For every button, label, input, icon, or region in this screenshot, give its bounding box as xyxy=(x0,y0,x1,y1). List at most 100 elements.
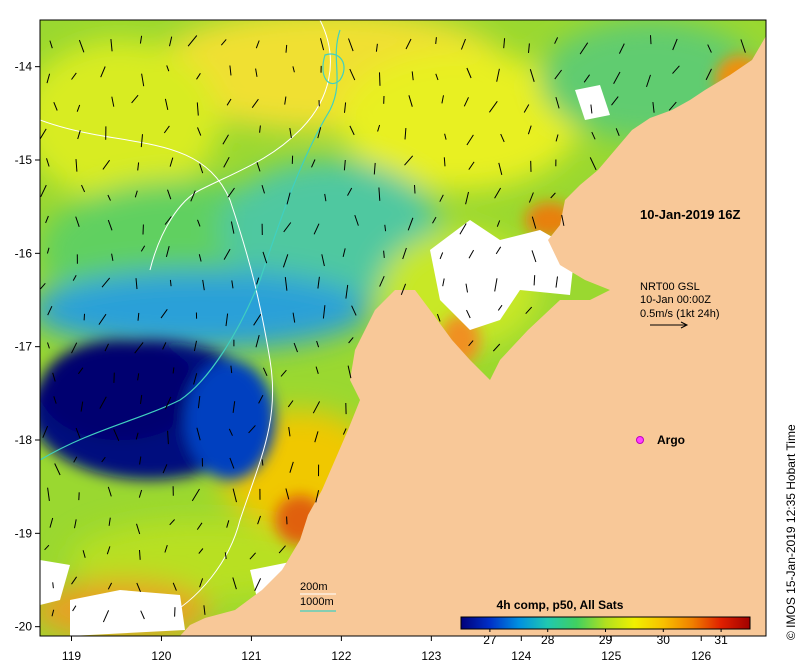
current-vector xyxy=(496,220,501,227)
current-vector xyxy=(652,102,655,113)
current-vector xyxy=(199,163,204,174)
current-vector xyxy=(107,219,113,231)
current-vector xyxy=(253,314,262,326)
current-vector xyxy=(288,427,291,437)
current-vector xyxy=(555,96,560,109)
current-vector xyxy=(49,40,53,49)
current-vector xyxy=(226,520,230,528)
isobath-lines xyxy=(40,20,345,621)
current-vector xyxy=(165,245,170,258)
current-vector xyxy=(113,428,120,442)
current-vector xyxy=(222,134,229,145)
current-vector xyxy=(71,342,78,354)
current-vector xyxy=(740,39,746,53)
current-vector xyxy=(498,162,503,176)
current-vector xyxy=(102,610,110,623)
current-vector xyxy=(108,517,111,526)
x-tick-label: 125 xyxy=(601,649,621,663)
current-vector xyxy=(468,249,475,259)
current-vector xyxy=(591,131,596,140)
current-vector xyxy=(377,124,381,132)
current-vector xyxy=(141,73,145,87)
current-vector xyxy=(497,304,503,311)
current-vector xyxy=(46,158,50,167)
current-vector xyxy=(494,187,502,199)
current-vector xyxy=(49,517,54,528)
current-vector xyxy=(230,365,233,374)
current-vector xyxy=(460,38,466,50)
current-vector xyxy=(528,43,530,53)
current-vector xyxy=(40,184,47,198)
current-vector xyxy=(280,369,287,377)
current-vector xyxy=(345,284,349,299)
current-vector xyxy=(47,342,50,349)
current-vector xyxy=(613,71,621,84)
current-vector xyxy=(348,337,354,344)
current-vector xyxy=(492,343,501,352)
current-vector xyxy=(42,425,49,438)
current-vector xyxy=(379,72,381,86)
current-vector xyxy=(223,156,230,168)
current-vector xyxy=(169,157,174,167)
current-vector xyxy=(615,128,620,136)
current-vector xyxy=(136,582,141,592)
current-vector xyxy=(579,42,589,55)
current-vector xyxy=(414,184,416,194)
current-vector xyxy=(347,187,353,196)
current-vector xyxy=(134,342,144,354)
current-source-line1: NRT00 GSL xyxy=(640,281,700,293)
current-vector xyxy=(284,96,287,105)
current-vector xyxy=(285,44,288,53)
current-vector xyxy=(668,101,677,111)
current-vector xyxy=(232,577,237,590)
current-vector xyxy=(550,192,556,199)
current-vector xyxy=(75,427,81,439)
current-vector xyxy=(254,578,262,592)
current-vector xyxy=(466,309,471,319)
current-vector xyxy=(136,523,141,535)
colorbar-tick-label: 31 xyxy=(714,633,728,647)
current-vector xyxy=(404,128,407,140)
current-vector xyxy=(223,248,231,260)
current-vector xyxy=(101,277,111,288)
current-vector xyxy=(256,162,261,172)
current-vector xyxy=(289,461,294,473)
current-vector xyxy=(197,127,202,136)
current-vector xyxy=(72,605,77,612)
current-vector xyxy=(554,69,563,80)
current-vector xyxy=(131,94,139,104)
current-vector xyxy=(287,400,294,408)
current-vectors xyxy=(40,35,746,623)
colorbar: 4h comp, p50, All Sats 27 28 29 30 31 xyxy=(460,598,751,647)
current-vector xyxy=(51,609,55,617)
current-vector xyxy=(202,279,205,291)
argo-marker[interactable]: Argo xyxy=(636,433,686,447)
current-vector xyxy=(255,40,260,49)
current-vector xyxy=(488,101,498,113)
current-vector xyxy=(167,430,169,445)
current-source-line2: 10-Jan 00:00Z xyxy=(640,294,711,306)
current-vector xyxy=(40,282,46,290)
current-vector xyxy=(283,222,292,233)
current-vector xyxy=(75,159,78,172)
land xyxy=(180,36,766,636)
colorbar-title: 4h comp, p50, All Sats xyxy=(497,598,624,612)
current-source-line3: 0.5m/s (1kt 24h) xyxy=(640,308,719,320)
current-vector xyxy=(404,155,414,166)
current-vector xyxy=(442,278,445,287)
x-tick-label: 123 xyxy=(421,649,441,663)
isobath-1000m xyxy=(40,29,341,461)
isobath-200m-north xyxy=(149,20,331,271)
current-vector xyxy=(261,184,265,194)
current-vector xyxy=(52,372,56,382)
current-vector xyxy=(46,247,50,254)
current-vector xyxy=(162,464,168,474)
current-vector xyxy=(529,69,535,82)
current-vector xyxy=(465,191,469,205)
current-vector xyxy=(439,252,444,260)
current-legend: NRT00 GSL 10-Jan 00:00Z 0.5m/s (1kt 24h) xyxy=(640,281,719,329)
y-tick-label: -20 xyxy=(15,620,33,634)
current-vector xyxy=(140,394,143,404)
current-vector xyxy=(47,305,53,316)
